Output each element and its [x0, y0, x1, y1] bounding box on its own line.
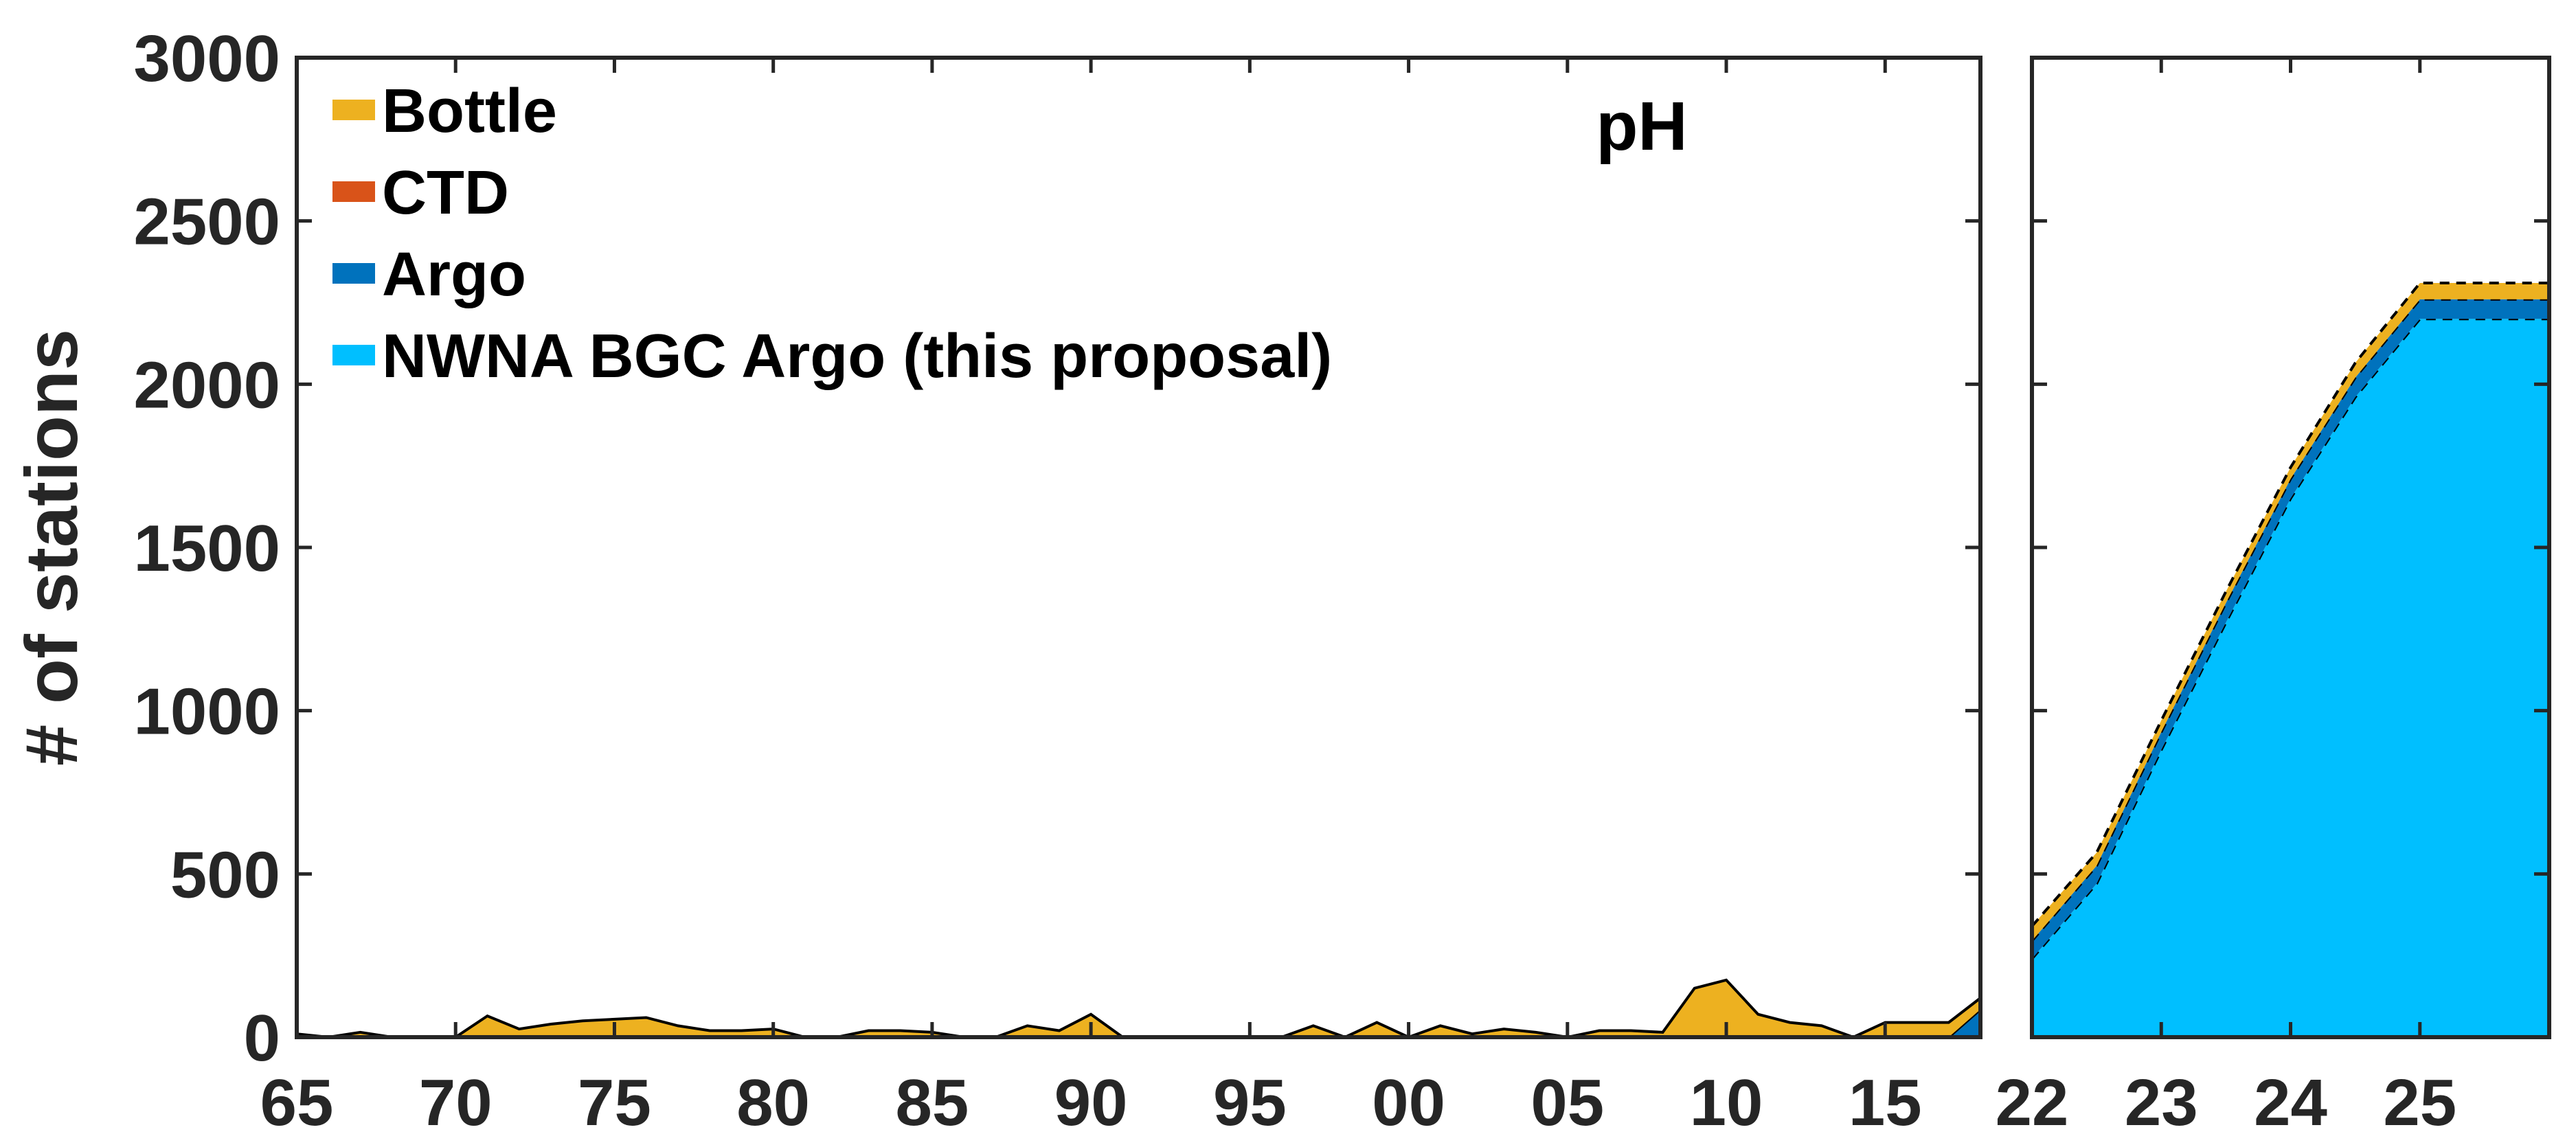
- boundary-bottle-p1: [2031, 282, 2549, 927]
- y-tick-label: 1500: [133, 512, 280, 585]
- legend-swatch-nwna-bgc-argo: [332, 345, 375, 365]
- x-tick-label: 85: [896, 1066, 969, 1140]
- x-tick-label: 05: [1530, 1066, 1604, 1140]
- panel-label-ph: pH: [1596, 88, 1687, 165]
- x-tick-label: 75: [578, 1066, 651, 1140]
- y-tick-label: 3000: [133, 22, 280, 95]
- legend: Bottle CTD Argo NWNA BGC Argo (this prop…: [332, 77, 1332, 391]
- legend-label-bottle: Bottle: [382, 77, 557, 146]
- x-tick-label: 22: [1996, 1066, 2069, 1140]
- panel-projection: 22 23 24 25: [1996, 56, 2551, 1140]
- y-axis-title: # of stations: [10, 329, 93, 766]
- legend-label-nwna-bgc-argo: NWNA BGC Argo (this proposal): [382, 322, 1332, 391]
- x-axis-ticks-projection: 22 23 24 25: [1996, 58, 2456, 1140]
- x-tick-label: 70: [419, 1066, 493, 1140]
- y-axis-ticks: 0 500 1000 1500 2000 2500 3000: [133, 22, 1980, 1075]
- y-tick-label: 0: [244, 1001, 280, 1075]
- x-tick-label: 24: [2254, 1066, 2327, 1140]
- x-axis-ticks-historical: 65 70 75 80 85 90 95 00 05 10 15: [260, 58, 1922, 1140]
- y-tick-label: 2500: [133, 185, 280, 259]
- x-tick-label: 80: [736, 1066, 810, 1140]
- y-tick-label: 500: [170, 838, 280, 911]
- legend-label-ctd: CTD: [382, 159, 509, 227]
- legend-swatch-bottle: [332, 100, 375, 120]
- x-tick-label: 00: [1372, 1066, 1445, 1140]
- area-bottle-p1: [2032, 283, 2549, 941]
- legend-swatch-ctd: [332, 181, 375, 202]
- area-argo-p1: [2032, 299, 2549, 959]
- area-series-projection: [2031, 282, 2549, 1037]
- y-axis-ticks-projection: [2032, 56, 2549, 1039]
- y-tick-label: 1000: [133, 675, 280, 749]
- area-nwna-bgc-argo-this-proposal-p1: [2032, 319, 2549, 1037]
- legend-swatch-argo: [332, 263, 375, 284]
- x-tick-label: 90: [1054, 1066, 1128, 1140]
- x-tick-label: 25: [2383, 1066, 2456, 1140]
- plot-area-historical: [297, 58, 1980, 1037]
- y-tick-label: 2000: [133, 348, 280, 422]
- x-tick-label: 15: [1849, 1066, 1922, 1140]
- x-tick-label: 23: [2125, 1066, 2198, 1140]
- x-tick-label: 10: [1690, 1066, 1763, 1140]
- x-tick-label: 95: [1213, 1066, 1287, 1140]
- x-tick-label: 65: [260, 1066, 334, 1140]
- legend-label-argo: Argo: [382, 240, 526, 309]
